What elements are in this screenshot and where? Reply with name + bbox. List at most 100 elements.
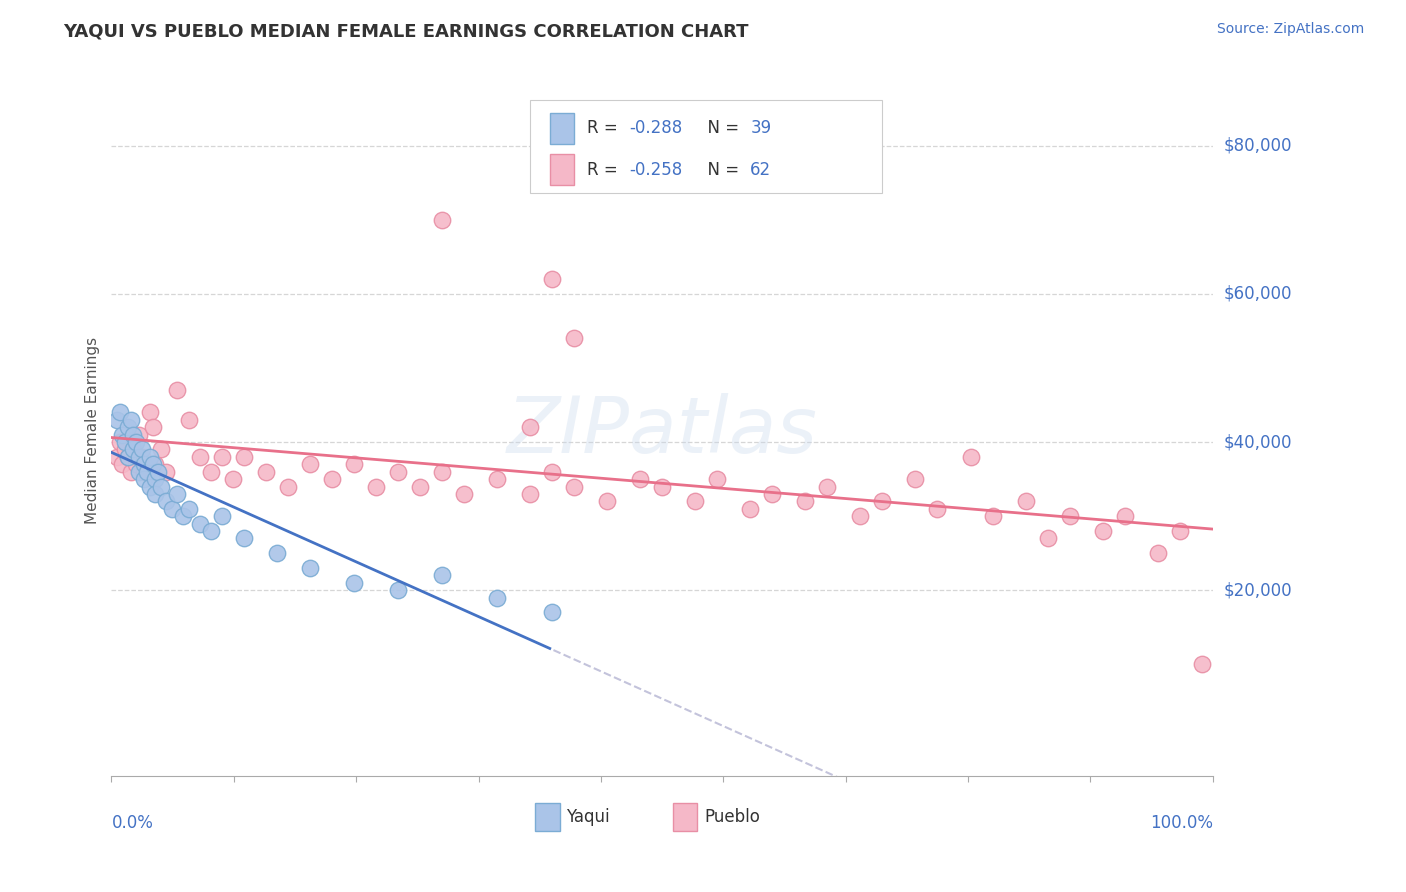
Point — [211, 450, 233, 464]
Point — [145, 457, 167, 471]
Point — [128, 465, 150, 479]
Point — [177, 501, 200, 516]
Point — [172, 509, 194, 524]
Point — [1168, 524, 1191, 538]
Point — [409, 479, 432, 493]
Point — [134, 472, 156, 486]
Text: 100.0%: 100.0% — [1150, 814, 1213, 832]
Point — [110, 405, 132, 419]
Point — [105, 413, 128, 427]
Text: YAQUI VS PUEBLO MEDIAN FEMALE EARNINGS CORRELATION CHART: YAQUI VS PUEBLO MEDIAN FEMALE EARNINGS C… — [63, 22, 749, 40]
Text: -0.258: -0.258 — [628, 161, 682, 179]
Text: Yaqui: Yaqui — [567, 808, 610, 826]
Point — [562, 331, 585, 345]
Point — [541, 272, 564, 286]
Text: Pueblo: Pueblo — [704, 808, 759, 826]
Point — [124, 435, 146, 450]
Point — [211, 509, 233, 524]
Point — [114, 442, 136, 457]
Point — [1036, 532, 1059, 546]
Point — [155, 494, 177, 508]
Point — [1114, 509, 1136, 524]
Point — [149, 442, 172, 457]
Text: $20,000: $20,000 — [1225, 582, 1292, 599]
Point — [200, 524, 222, 538]
Text: N =: N = — [697, 161, 745, 179]
Point — [131, 450, 153, 464]
Point — [277, 479, 299, 493]
Point — [298, 457, 321, 471]
Point — [188, 450, 211, 464]
Point — [200, 465, 222, 479]
Point — [430, 568, 453, 582]
Point — [135, 465, 157, 479]
Point — [761, 487, 783, 501]
Point — [139, 405, 162, 419]
Point — [387, 465, 409, 479]
Point — [485, 591, 508, 605]
Point — [1146, 546, 1168, 560]
Point — [128, 450, 150, 464]
Point — [188, 516, 211, 531]
Point — [146, 465, 169, 479]
Point — [927, 501, 949, 516]
Point — [117, 450, 139, 464]
Point — [120, 465, 142, 479]
Point — [298, 561, 321, 575]
Point — [122, 427, 145, 442]
Point — [794, 494, 817, 508]
Point — [122, 442, 145, 457]
Point — [904, 472, 927, 486]
Point — [124, 457, 146, 471]
Point — [254, 465, 277, 479]
FancyBboxPatch shape — [530, 100, 883, 194]
Point — [541, 465, 564, 479]
Point — [145, 487, 167, 501]
Point — [562, 479, 585, 493]
Point — [117, 420, 139, 434]
Point — [706, 472, 728, 486]
Point — [160, 501, 183, 516]
Point — [134, 465, 156, 479]
Point — [872, 494, 894, 508]
Point — [849, 509, 872, 524]
Point — [166, 487, 188, 501]
Text: 62: 62 — [751, 161, 772, 179]
Point — [142, 457, 165, 471]
Point — [1091, 524, 1114, 538]
Point — [149, 479, 172, 493]
Point — [321, 472, 343, 486]
Point — [651, 479, 673, 493]
Text: $60,000: $60,000 — [1225, 285, 1292, 303]
Point — [364, 479, 387, 493]
FancyBboxPatch shape — [550, 112, 574, 144]
Point — [105, 450, 128, 464]
Point — [343, 457, 366, 471]
Point — [541, 606, 564, 620]
Point — [177, 413, 200, 427]
Text: $40,000: $40,000 — [1225, 433, 1292, 451]
Point — [232, 532, 254, 546]
Point — [110, 435, 132, 450]
Point — [114, 435, 136, 450]
Point — [232, 450, 254, 464]
Text: ZIPatlas: ZIPatlas — [506, 393, 817, 469]
Point — [519, 487, 541, 501]
Point — [139, 479, 162, 493]
FancyBboxPatch shape — [536, 803, 560, 830]
Point — [981, 509, 1004, 524]
Point — [1014, 494, 1036, 508]
Point — [122, 442, 145, 457]
FancyBboxPatch shape — [673, 803, 697, 830]
Text: R =: R = — [588, 119, 623, 137]
Point — [740, 501, 762, 516]
Point — [134, 457, 156, 471]
Point — [815, 479, 838, 493]
Point — [117, 450, 139, 464]
Point — [959, 450, 981, 464]
Point — [128, 427, 150, 442]
Text: R =: R = — [588, 161, 623, 179]
Text: N =: N = — [697, 119, 745, 137]
Text: $80,000: $80,000 — [1225, 136, 1292, 154]
Point — [131, 442, 153, 457]
